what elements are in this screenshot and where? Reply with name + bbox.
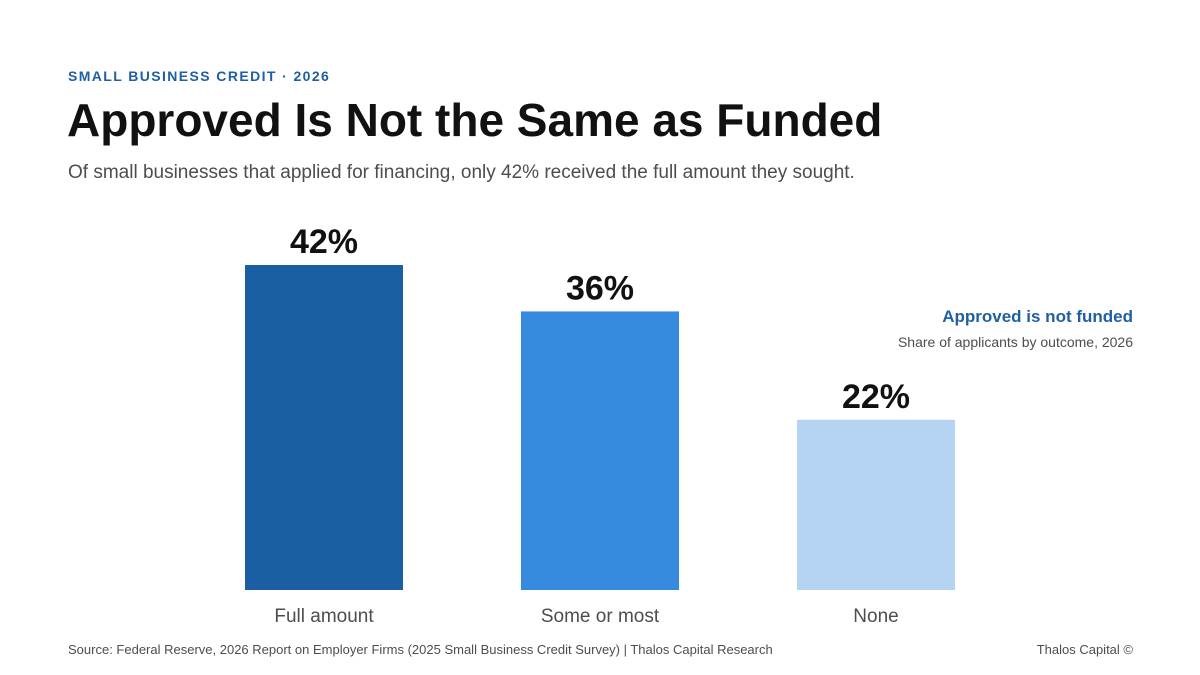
bar-value-label: 42% <box>290 223 358 261</box>
annotation-title: Approved is not funded <box>942 307 1133 326</box>
source-note: Source: Federal Reserve, 2026 Report on … <box>68 642 773 657</box>
bar-0 <box>245 265 403 590</box>
eyebrow-label: SMALL BUSINESS CREDIT · 2026 <box>68 68 331 84</box>
bar-1 <box>521 311 679 590</box>
annotation-subtitle: Share of applicants by outcome, 2026 <box>897 334 1133 350</box>
bar-value-label: 22% <box>842 378 910 416</box>
page-subtitle: Of small businesses that applied for fin… <box>68 162 855 183</box>
bar-2 <box>797 419 955 590</box>
category-label: Some or most <box>541 606 660 627</box>
page-title: Approved Is Not the Same as Funded <box>67 94 883 146</box>
category-label: Full amount <box>274 606 374 627</box>
brand-credit: Thalos Capital © <box>1036 642 1133 657</box>
category-label: None <box>853 606 898 627</box>
bar-value-label: 36% <box>566 269 634 307</box>
